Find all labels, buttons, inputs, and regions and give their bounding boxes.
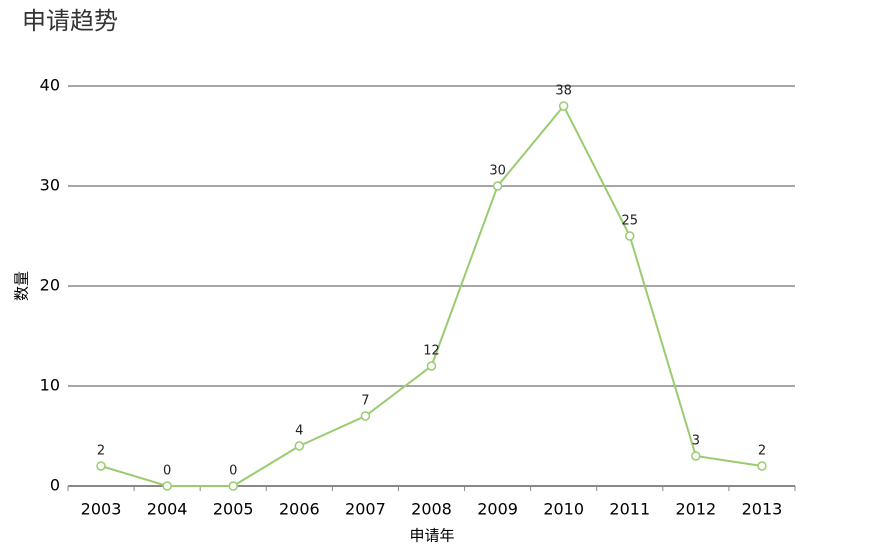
- x-tick-label: 2003: [81, 500, 122, 519]
- y-tick-label: 20: [40, 276, 60, 295]
- y-tick-label: 40: [40, 76, 60, 95]
- data-label: 2: [97, 444, 105, 459]
- data-label: 12: [423, 344, 440, 359]
- line: [100, 104, 763, 487]
- point: [96, 461, 106, 471]
- y-tick-label: 10: [40, 376, 60, 395]
- x-tick-label: 2010: [543, 500, 584, 519]
- x-axis-label: 申请年: [409, 527, 454, 545]
- point: [162, 481, 172, 491]
- data-label: 3: [692, 434, 700, 449]
- x-tick-label: 2006: [279, 500, 320, 519]
- data-label: 0: [229, 464, 237, 479]
- data-label: 30: [489, 164, 506, 179]
- data-label: 0: [163, 464, 171, 479]
- point: [757, 461, 767, 471]
- data-label: 4: [295, 424, 303, 439]
- point: [294, 441, 305, 451]
- point: [492, 181, 503, 191]
- data-label: 7: [361, 394, 369, 409]
- x-tick-label: 2005: [213, 500, 254, 519]
- x-tick-label: 2007: [345, 500, 386, 519]
- x-tick-label: 2011: [609, 500, 650, 519]
- data-label: 25: [621, 214, 638, 229]
- x-tick-label: 2013: [742, 500, 783, 519]
- chart-title: 申请趋势: [22, 7, 118, 35]
- x-tick-label: 2009: [477, 500, 518, 519]
- x-tick-label: 2004: [147, 500, 188, 519]
- y-tick-label: 30: [40, 176, 60, 195]
- y-tick-label: 0: [50, 476, 60, 495]
- y-axis-label: 数量: [13, 271, 31, 301]
- point: [558, 101, 569, 111]
- x-tick-label: 2008: [411, 500, 452, 519]
- point: [360, 411, 371, 421]
- point: [625, 231, 635, 241]
- data-label: 38: [555, 84, 572, 99]
- x-tick-label: 2012: [676, 500, 717, 519]
- data-label: 2: [758, 444, 766, 459]
- point: [691, 451, 701, 461]
- point: [228, 481, 238, 491]
- point: [426, 361, 437, 371]
